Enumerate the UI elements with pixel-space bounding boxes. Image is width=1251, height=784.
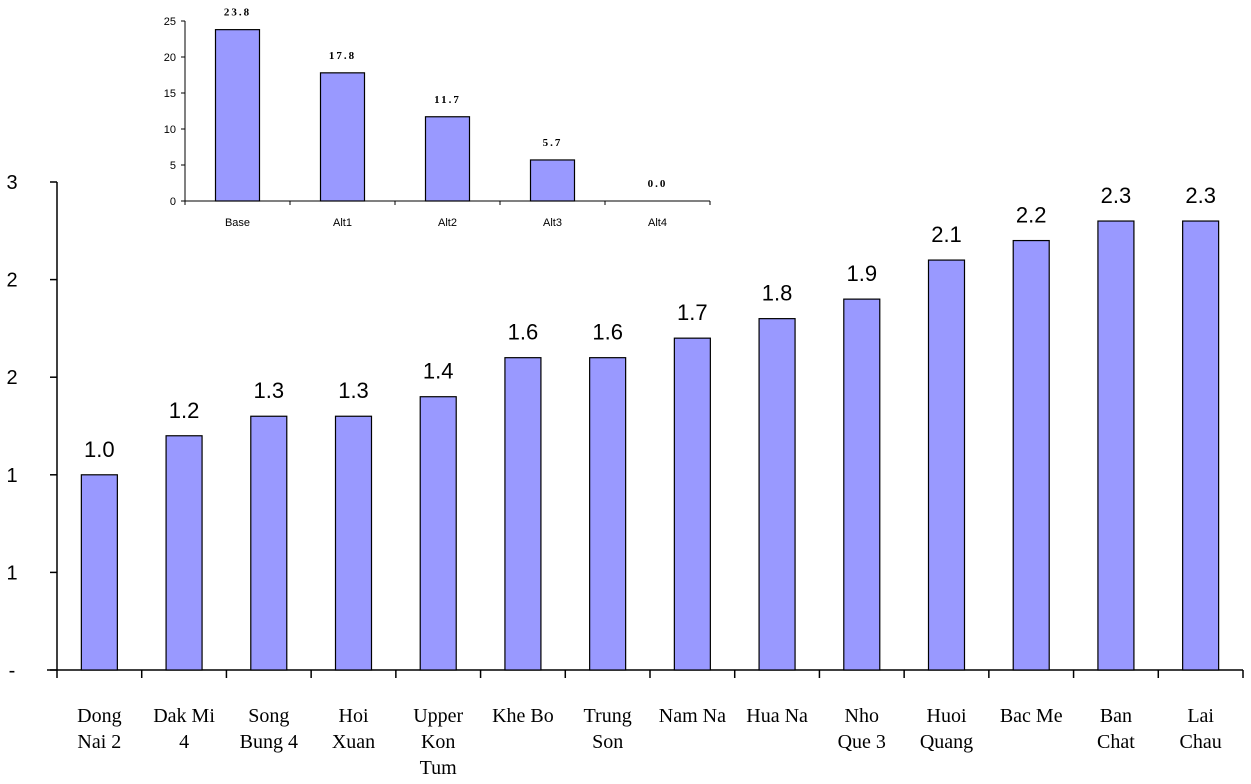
category-label: Hoi xyxy=(339,705,369,727)
inset-bar xyxy=(319,72,366,202)
category-label: Tum xyxy=(420,757,458,779)
bar xyxy=(334,415,373,671)
inset-y-tick-label: 25 xyxy=(164,16,176,28)
inset-category-label: Alt2 xyxy=(438,217,457,229)
y-tick-label: 1 xyxy=(6,465,17,487)
category-label: Xuan xyxy=(332,731,375,753)
data-label: 2.3 xyxy=(1185,183,1216,208)
data-label: 1.4 xyxy=(423,359,454,384)
bar xyxy=(927,259,966,671)
data-label: 1.0 xyxy=(84,437,115,462)
inset-category-label: Base xyxy=(225,217,250,229)
y-tick-label: 2 xyxy=(6,270,17,292)
inset-y-tick-label: 0 xyxy=(170,196,176,208)
bar xyxy=(80,474,118,671)
category-label: Ban xyxy=(1100,705,1132,727)
inset-data-label: 17.8 xyxy=(329,50,356,62)
inset-category-label: Alt3 xyxy=(543,217,562,229)
data-label: 1.3 xyxy=(338,378,369,403)
data-label: 1.6 xyxy=(592,320,623,345)
bar xyxy=(758,318,796,671)
y-tick-label: 1 xyxy=(6,562,17,584)
y-tick-label: 3 xyxy=(6,172,17,194)
data-label: 2.1 xyxy=(931,222,962,247)
category-label: 4 xyxy=(179,731,189,753)
inset-category-label: Alt4 xyxy=(648,217,667,229)
bar xyxy=(165,435,203,671)
data-label: 1.7 xyxy=(677,300,708,325)
inset-data-label: 5.7 xyxy=(543,137,563,149)
bar xyxy=(673,337,711,671)
category-label: Song xyxy=(248,705,289,727)
category-label: Dak Mi xyxy=(153,705,215,727)
inset-y-tick-label: 20 xyxy=(164,52,176,64)
category-label: Nam Na xyxy=(659,705,726,727)
inset-bar xyxy=(214,29,261,202)
category-label: Lai xyxy=(1187,705,1214,727)
bar xyxy=(589,357,627,671)
bar xyxy=(1012,239,1050,671)
category-label: Upper xyxy=(413,705,463,727)
data-label: 1.8 xyxy=(762,281,793,306)
data-label: 2.2 xyxy=(1016,203,1047,228)
bar xyxy=(504,357,542,671)
category-label: Chau xyxy=(1180,731,1222,753)
category-label: Huoi xyxy=(927,705,967,727)
category-label: Chat xyxy=(1097,731,1135,753)
category-label: Bung 4 xyxy=(240,731,298,753)
inset-data-label: 0.0 xyxy=(648,178,668,190)
category-label: Kon xyxy=(421,731,455,753)
data-label: 2.3 xyxy=(1101,183,1132,208)
category-label: Que 3 xyxy=(838,731,886,753)
inset-bar xyxy=(529,159,576,202)
inset-y-tick-label: 5 xyxy=(170,160,176,172)
inset-y-tick-label: 10 xyxy=(164,124,176,136)
category-label: Khe Bo xyxy=(492,705,554,727)
inset-data-label: 11.7 xyxy=(434,94,461,106)
data-label: 1.3 xyxy=(253,378,284,403)
category-label: Quang xyxy=(920,731,973,753)
bar xyxy=(843,298,881,671)
category-label: Nho xyxy=(845,705,879,727)
category-label: Hua Na xyxy=(746,705,808,727)
y-tick-label: 2 xyxy=(6,367,17,389)
category-label: Son xyxy=(592,731,623,753)
inset-y-tick-label: 15 xyxy=(164,88,176,100)
bar xyxy=(250,415,288,671)
bar xyxy=(1182,220,1220,671)
bar xyxy=(419,396,457,671)
data-label: 1.6 xyxy=(508,320,539,345)
category-label: Bac Me xyxy=(1000,705,1063,727)
inset-category-label: Alt1 xyxy=(333,217,352,229)
category-label: Trung xyxy=(584,705,632,727)
y-tick-label: - xyxy=(9,660,16,682)
inset-bar xyxy=(424,116,471,202)
data-label: 1.2 xyxy=(169,398,200,423)
category-label: Dong xyxy=(77,705,121,727)
bar xyxy=(1097,220,1135,671)
inset-data-label: 23.8 xyxy=(224,7,251,19)
category-label: Nai 2 xyxy=(77,731,121,753)
data-label: 1.9 xyxy=(846,261,877,286)
